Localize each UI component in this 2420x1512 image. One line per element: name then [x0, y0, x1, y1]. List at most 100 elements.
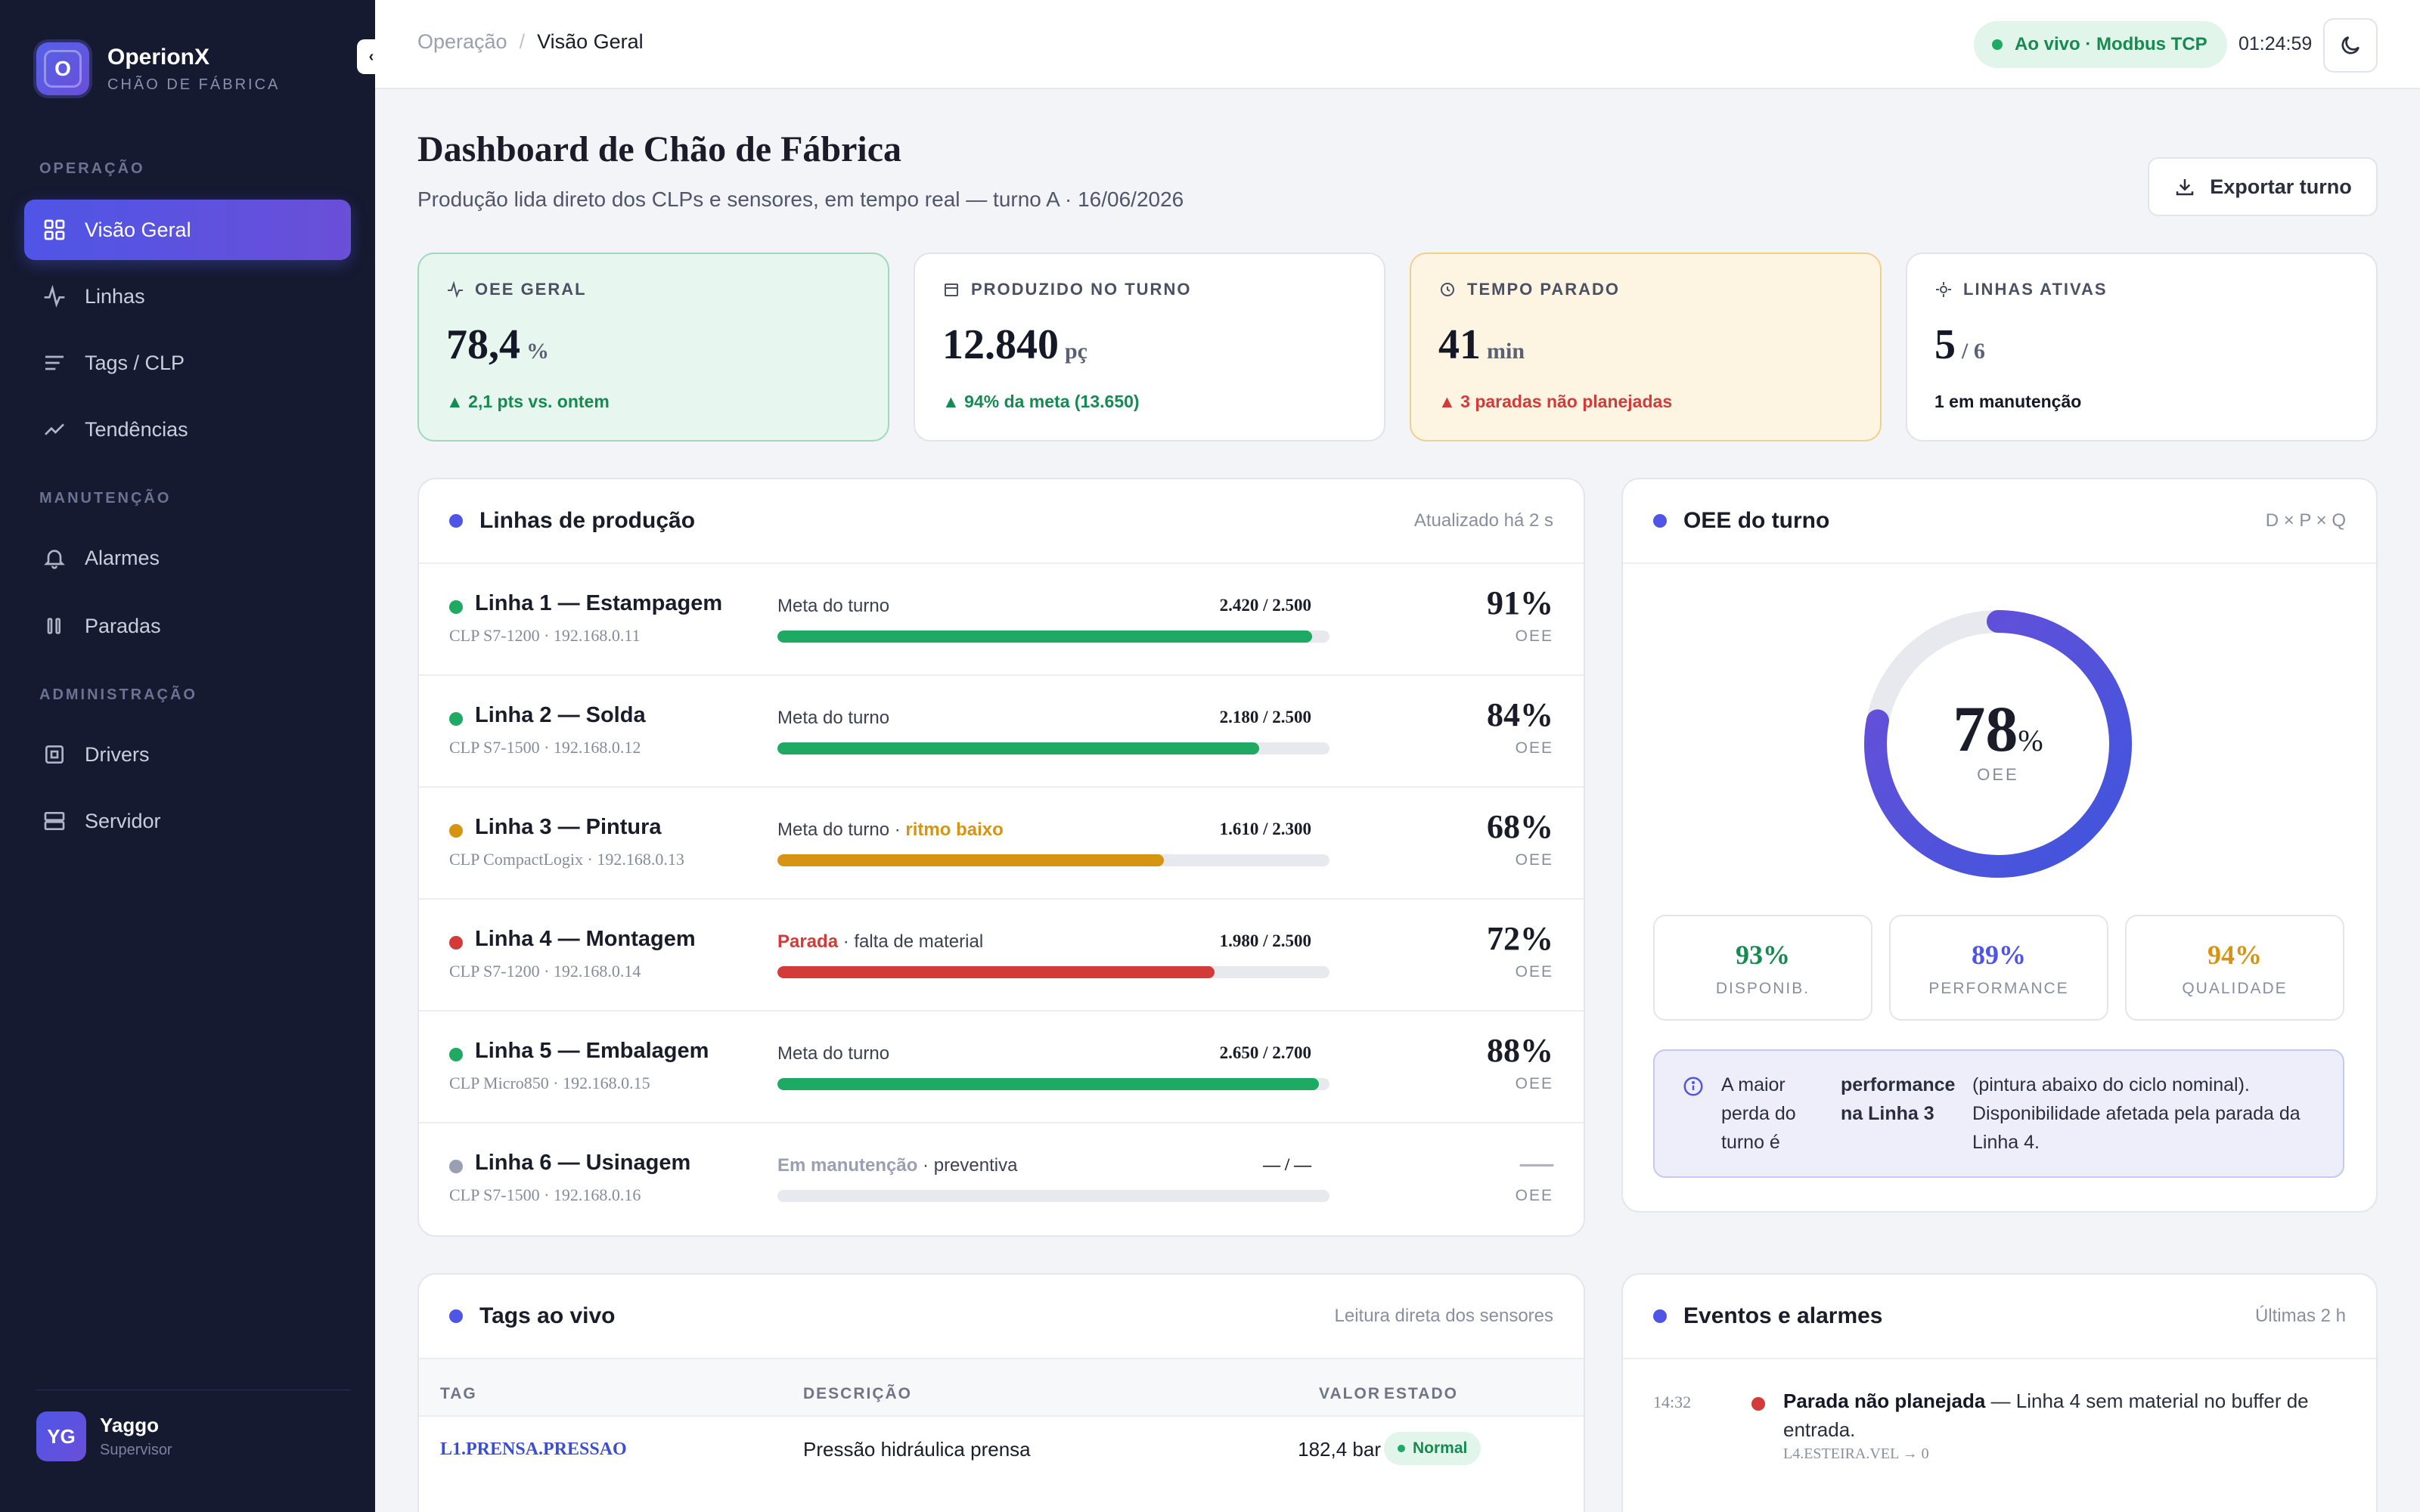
line-oee: 88% — [1487, 1032, 1553, 1069]
line-name: Linha 5 — Embalagem — [475, 1039, 709, 1063]
sidebar-item-visao-geral[interactable]: Visão Geral — [24, 200, 351, 260]
column-header-estado[interactable]: ESTADO — [1384, 1385, 1458, 1402]
kpi-unit: pç — [1065, 339, 1087, 364]
line-oee-label: OEE — [1515, 1075, 1553, 1092]
line-oee: 84% — [1487, 696, 1553, 733]
line-oee-label: OEE — [1515, 851, 1553, 869]
table-row[interactable]: Linha 1 — Estampagem CLP S7-1200 · 192.16… — [419, 564, 1584, 676]
oee-donut: 78% OEE — [1862, 608, 2134, 880]
trend-icon — [45, 423, 64, 435]
oee-value: 78 — [1953, 692, 2018, 765]
avatar: YG — [36, 1411, 86, 1461]
brand[interactable]: O OperionX CHÃO DE FÁBRICA — [36, 42, 280, 95]
sidebar-item-label: Drivers — [85, 742, 150, 766]
event-text: — Linha 4 sem material no buffer de entr… — [1783, 1390, 2309, 1441]
theme-toggle-button[interactable] — [2323, 18, 2378, 73]
status-dot-icon — [1398, 1445, 1405, 1452]
line-count: 1.610 / 2.300 — [1219, 820, 1311, 838]
line-count: — / — — [1263, 1155, 1311, 1174]
sidebar-item-tendencias[interactable]: Tendências — [24, 399, 351, 460]
app-name: OperionX — [107, 44, 210, 70]
sidebar-item-alarmes[interactable]: Alarmes — [24, 528, 351, 588]
table-row[interactable]: Linha 5 — Embalagem CLP Micro850 · 192.16… — [419, 1012, 1584, 1123]
sidebar-item-label: Servidor — [85, 809, 161, 832]
line-meta-text: Meta do turno — [777, 708, 890, 728]
user-name: Yaggo — [100, 1414, 160, 1436]
sidebar-item-label: Paradas — [85, 614, 161, 637]
line-progress-bar — [777, 742, 1329, 754]
donut-arc — [1864, 610, 2132, 878]
kpi-oee-geral: OEE GERAL 78,4% ▲ 2,1 pts vs. ontem — [417, 253, 889, 442]
events-alarms-card: Eventos e alarmes Últimas 2 h 14:32 Para… — [1621, 1273, 2378, 1512]
line-status-dot — [449, 936, 463, 950]
sidebar-item-servidor[interactable]: Servidor — [24, 791, 351, 851]
kpi-value: 5 — [1934, 321, 1956, 368]
section-title-manutencao: MANUTENÇÃO — [39, 490, 172, 507]
card-title: Eventos e alarmes — [1683, 1303, 1883, 1328]
line-plc: CLP CompactLogix · 192.168.0.13 — [449, 850, 684, 869]
breadcrumb-current: Visão Geral — [537, 30, 644, 53]
line-plc: CLP S7-1500 · 192.168.0.12 — [449, 738, 641, 757]
info-icon — [1683, 1077, 1703, 1096]
card-meta: Últimas 2 h — [2254, 1306, 2346, 1326]
line-progress-fill — [777, 631, 1312, 643]
user-profile[interactable]: YG Yaggo Supervisor — [36, 1390, 351, 1461]
kpi-value: 12.840 — [942, 321, 1059, 368]
live-status-badge: Ao vivo · Modbus TCP — [1974, 21, 2227, 68]
export-shift-button[interactable]: Exportar turno — [2148, 157, 2378, 216]
card-title: OEE do turno — [1683, 508, 1830, 533]
line-count: 2.180 / 2.500 — [1219, 708, 1311, 727]
page-title: Dashboard de Chão de Fábrica — [417, 129, 902, 169]
download-icon — [2176, 179, 2194, 196]
column-header-valor[interactable]: VALOR — [1319, 1385, 1381, 1402]
sidebar-item-drivers[interactable]: Drivers — [24, 724, 351, 785]
line-status-dot — [449, 824, 463, 838]
card-meta: Atualizado há 2 s — [1413, 510, 1553, 531]
clock: 01:24:59 — [2238, 33, 2313, 54]
table-row[interactable]: Linha 6 — Usinagem CLP S7-1500 · 192.168.… — [419, 1123, 1584, 1235]
line-meta-text: Meta do turno — [777, 820, 890, 840]
line-progress-bar — [777, 966, 1329, 978]
kpi-produzido: PRODUZIDO NO TURNO 12.840 pç ▲ 94% da met… — [914, 253, 1385, 442]
tag-name-link[interactable]: L1.PRENSA.PRESSAO — [440, 1439, 627, 1459]
line-status-dot — [449, 1160, 463, 1173]
lines-icon — [45, 355, 64, 370]
server-icon — [44, 812, 65, 830]
line-name: Linha 3 — Pintura — [475, 815, 662, 839]
line-meta: Em manutenção · preventiva — [777, 1155, 1017, 1176]
kpi-note: ▲ 94% da meta (13.650) — [942, 392, 1140, 411]
kpi-unit: min — [1487, 339, 1525, 364]
table-row[interactable]: Linha 2 — Solda CLP S7-1500 · 192.168.0.1… — [419, 676, 1584, 788]
pulse-icon — [448, 280, 463, 299]
sidebar-item-paradas[interactable]: Paradas — [24, 596, 351, 656]
table-row[interactable]: Linha 4 — Montagem CLP S7-1200 · 192.168.… — [419, 900, 1584, 1012]
line-status-dot — [449, 600, 463, 614]
breadcrumb-operacao[interactable]: Operação — [417, 30, 507, 53]
column-header-tag[interactable]: TAG — [440, 1385, 477, 1402]
line-status-text: Parada — [777, 931, 839, 952]
grid-icon — [44, 219, 65, 240]
sidebar-item-label: Tags / CLP — [85, 351, 185, 374]
table-row[interactable]: Linha 3 — Pintura CLP CompactLogix · 192.… — [419, 788, 1584, 900]
oee-unit: % — [2018, 723, 2043, 758]
kpi-unit: / 6 — [1962, 339, 1985, 364]
pause-icon — [47, 618, 60, 634]
line-meta-text: Meta do turno — [777, 1043, 890, 1064]
line-meta: Meta do turno — [777, 708, 889, 729]
section-title-administracao: ADMINISTRAÇÃO — [39, 686, 197, 703]
line-oee-label: OEE — [1515, 1187, 1553, 1204]
sidebar-item-tags-clp[interactable]: Tags / CLP — [24, 333, 351, 393]
line-name: Linha 4 — Montagem — [475, 927, 696, 951]
line-name: Linha 1 — Estampagem — [475, 591, 723, 615]
kpi-tempo-parado: TEMPO PARADO 41 min ▲ 3 paradas não plane… — [1410, 253, 1882, 442]
calendar-icon — [945, 284, 958, 296]
live-tags-card: Tags ao vivo Leitura direta dos sensores… — [417, 1273, 1585, 1512]
moon-icon — [2341, 36, 2360, 54]
column-header-descricao[interactable]: DESCRIÇÃO — [803, 1385, 913, 1402]
section-dot-icon — [449, 514, 463, 528]
oee-insight: A maior perda do turno é performance na … — [1653, 1049, 2344, 1178]
sidebar-item-linhas[interactable]: Linhas — [24, 266, 351, 327]
tag-description: Pressão hidráulica prensa — [803, 1438, 1031, 1461]
line-meta-text: · preventiva — [917, 1155, 1018, 1176]
line-oee: 72% — [1487, 920, 1553, 957]
